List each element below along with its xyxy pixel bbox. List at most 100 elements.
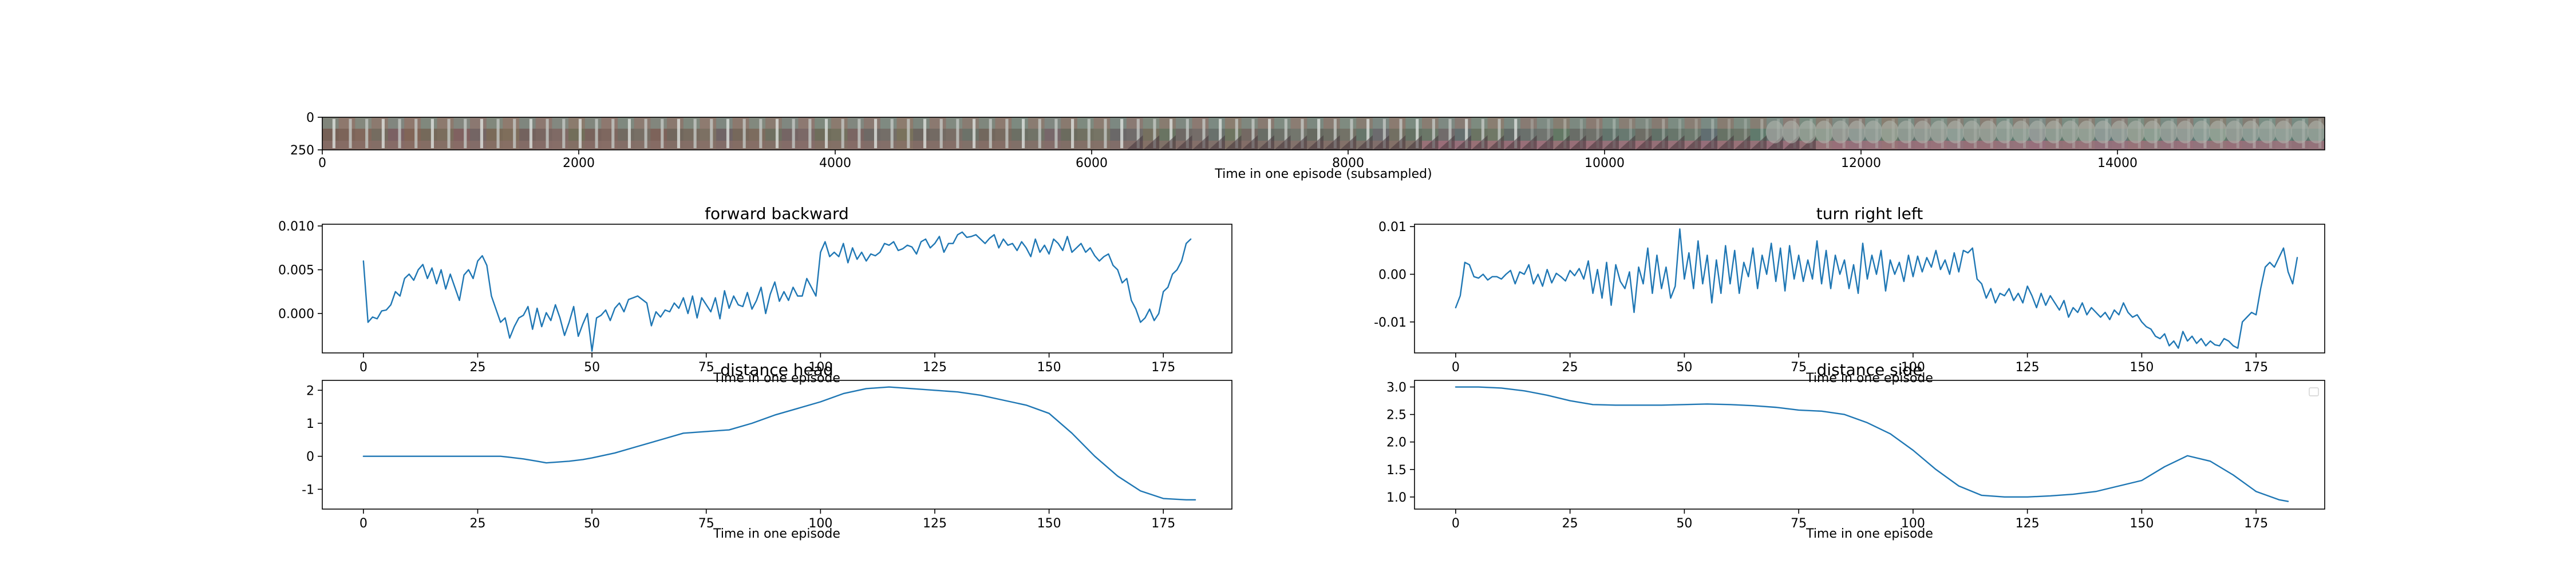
filmstrip-frame-thumb — [962, 117, 979, 150]
filmstrip-xtick-label: 12000 — [1841, 156, 1881, 170]
forward-backward-panel: forward backward 0 25 50 75 100 125 150 175 0.00… — [278, 204, 1232, 386]
filmstrip-frame-thumb — [1487, 117, 1504, 150]
filmstrip-frame-thumb — [2077, 117, 2096, 150]
filmstrip-frame-thumb — [1930, 117, 1948, 150]
filmstrip-frame-thumb — [1668, 117, 1685, 150]
distance-head-xtick-label: 125 — [923, 517, 947, 531]
filmstrip-frame-thumb — [1553, 117, 1570, 150]
filmstrip-frame-thumb — [1224, 117, 1242, 150]
filmstrip-frame-thumb — [584, 117, 602, 150]
filmstrip-frame-thumb — [1765, 117, 1784, 150]
filmstrip-frame-thumb — [421, 117, 438, 150]
filmstrip-frame-thumb — [2274, 117, 2293, 150]
filmstrip-frame-thumb — [322, 117, 339, 150]
filmstrip-frame-thumb — [700, 117, 717, 150]
forward-backward-ytick-label: 0.000 — [278, 307, 314, 321]
filmstrip-frame-thumb — [1175, 117, 1193, 150]
filmstrip-frame-thumb — [437, 117, 454, 150]
forward-backward-xtick-label: 175 — [1151, 360, 1175, 375]
filmstrip-frame-thumb — [1635, 117, 1653, 150]
forward-backward-ytick-label: 0.010 — [278, 220, 314, 234]
filmstrip-frame-thumb — [1241, 117, 1258, 150]
filmstrip-frame-thumb — [1389, 117, 1406, 150]
filmstrip-frame-thumb — [2176, 117, 2195, 150]
forward-backward-title: forward backward — [705, 204, 849, 223]
filmstrip-frame-thumb — [732, 117, 750, 150]
distance-side-xtick-label: 100 — [1901, 517, 1925, 531]
filmstrip-frame-thumb — [716, 117, 733, 150]
filmstrip-frame-thumb — [1143, 117, 1160, 150]
filmstrip-frame-thumb — [781, 117, 799, 150]
filmstrip-frame-thumb — [404, 117, 421, 150]
filmstrip-frame-thumb — [1750, 117, 1767, 150]
distance-head-xtick-label: 175 — [1151, 517, 1175, 531]
filmstrip-frame-thumb — [1012, 117, 1029, 150]
filmstrip-frame-thumb — [765, 117, 783, 150]
filmstrip-frame-thumb — [1831, 117, 1850, 150]
filmstrip-frame-thumb — [601, 117, 618, 150]
filmstrip-frame-thumb — [355, 117, 372, 150]
forward-backward-xtick-label: 100 — [808, 360, 832, 375]
distance-side-xtick-label: 0 — [1452, 517, 1460, 531]
filmstrip-frame-thumb — [1356, 117, 1373, 150]
turn-right-left-axes: 0 25 50 75 100 125 150 175 -0.01 0.00 0.01 — [1374, 220, 2268, 375]
filmstrip-frame-thumb — [929, 117, 947, 150]
filmstrip-xtick-label: 8000 — [1332, 156, 1364, 170]
filmstrip-frame-thumb — [2291, 117, 2309, 150]
filmstrip-frame-thumb — [913, 117, 930, 150]
forward-backward-xtick-label: 75 — [698, 360, 714, 375]
turn-right-left-panel: turn right left 0 25 50 75 100 125 150 175 -0.01… — [1374, 204, 2325, 386]
forward-backward-ytick-label: 0.005 — [278, 264, 314, 278]
filmstrip-frame-thumb — [1340, 117, 1357, 150]
filmstrip-frame-thumb — [1471, 117, 1488, 150]
filmstrip-frame-thumb — [880, 117, 898, 150]
forward-backward-xlabel: Time in one episode — [713, 371, 840, 386]
filmstrip-frame-thumb — [1602, 117, 1619, 150]
filmstrip-frame-thumb — [2225, 117, 2244, 150]
filmstrip-xtick-label: 6000 — [1076, 156, 1108, 170]
filmstrip-frame-thumb — [1880, 117, 1899, 150]
filmstrip-xtick-label: 2000 — [563, 156, 595, 170]
filmstrip-xtick-label: 4000 — [819, 156, 851, 170]
filmstrip-frame-thumb — [552, 117, 569, 150]
filmstrip-frame-thumb — [2192, 117, 2211, 150]
distance-head-xtick-label: 100 — [808, 517, 832, 531]
turn-right-left-xtick-label: 0 — [1452, 360, 1460, 375]
filmstrip-frame-thumb — [1717, 117, 1735, 150]
forward-backward-frame — [322, 224, 1232, 353]
filmstrip-frame-thumb — [338, 117, 355, 150]
filmstrip-frame-thumb — [995, 117, 1012, 150]
turn-right-left-line — [1455, 228, 2298, 349]
filmstrip-frame-thumb — [1733, 117, 1751, 150]
turn-right-left-xlabel: Time in one episode — [1805, 371, 1933, 386]
filmstrip-frame-thumb — [1422, 117, 1439, 150]
distance-side-xlabel: Time in one episode — [1805, 527, 1933, 541]
filmstrip-frame-thumb — [634, 117, 651, 150]
filmstrip-frame-thumb — [1290, 117, 1307, 150]
filmstrip-frame-thumb — [1258, 117, 1275, 150]
filmstrip-frame-thumb — [1323, 117, 1341, 150]
filmstrip-frame-thumb — [1701, 117, 1718, 150]
filmstrip-frame-thumb — [1913, 117, 1932, 150]
filmstrip-frame-thumb — [1815, 117, 1834, 150]
distance-side-line — [1455, 386, 2289, 502]
distance-head-xlabel: Time in one episode — [713, 527, 840, 541]
turn-right-left-ytick-label: 0.00 — [1378, 268, 1406, 283]
filmstrip-frame-thumb — [2143, 117, 2162, 150]
distance-head-xtick-label: 25 — [469, 517, 485, 531]
distance-side-axes: 0 25 50 75 100 125 150 175 1.0 1.5 2.0 2.5 3.0 — [1386, 381, 2268, 531]
filmstrip-frame — [322, 117, 2325, 150]
distance-head-ytick-label: -1 — [302, 483, 314, 497]
filmstrip-frame-thumb — [2045, 117, 2063, 150]
distance-side-xtick-label: 175 — [2244, 517, 2268, 531]
filmstrip-frame-thumb — [2094, 117, 2112, 150]
filmstrip-frame-thumb — [864, 117, 881, 150]
turn-right-left-frame — [1414, 224, 2325, 353]
turn-right-left-ytick-label: -0.01 — [1374, 316, 1406, 330]
distance-side-xtick-label: 150 — [2129, 517, 2154, 531]
filmstrip-frame-thumb — [618, 117, 635, 150]
filmstrip-frame-thumb — [978, 117, 996, 150]
distance-side-ytick-label: 2.0 — [1386, 436, 1406, 450]
filmstrip-frame-thumb — [1274, 117, 1291, 150]
